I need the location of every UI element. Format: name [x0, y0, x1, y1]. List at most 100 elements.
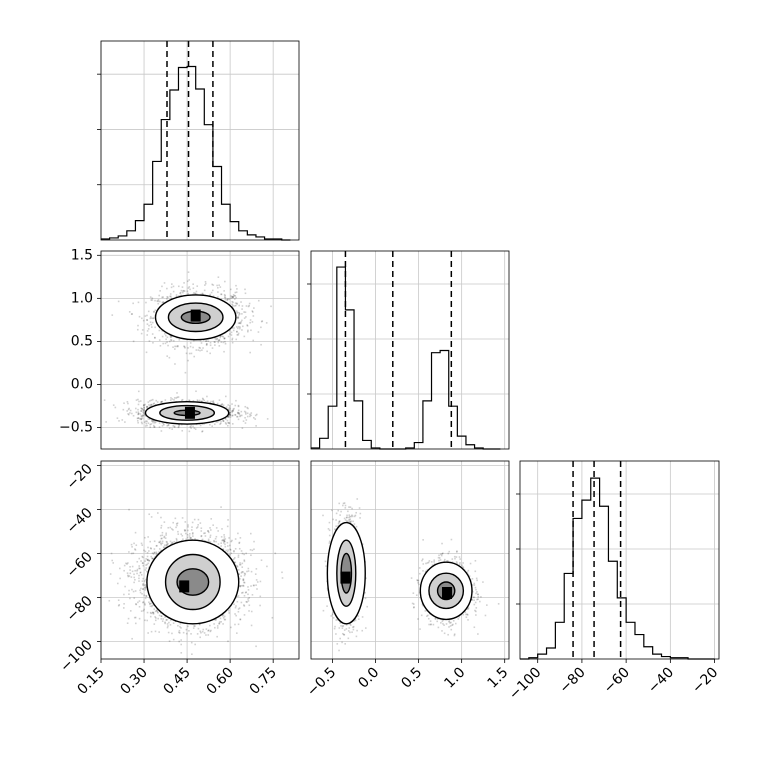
scatter-point [158, 548, 161, 550]
scatter-point [174, 363, 176, 365]
scatter-point [182, 290, 184, 292]
scatter-point [148, 597, 151, 600]
scatter-point [137, 417, 140, 419]
scatter-point [237, 327, 239, 330]
scatter-point [184, 346, 186, 349]
scatter-point [241, 552, 244, 555]
scatter-point [142, 412, 145, 415]
scatter-point [223, 539, 225, 542]
scatter-point [257, 299, 260, 302]
scatter-point [245, 305, 248, 307]
scatter-point [250, 329, 252, 332]
scatter-point [143, 411, 146, 413]
scatter-point [179, 292, 181, 295]
scatter-point [117, 599, 120, 602]
scatter-point [219, 423, 221, 425]
scatter-point [198, 346, 201, 349]
scatter-point [186, 536, 189, 539]
scatter-point [141, 407, 143, 410]
scatter-point [175, 537, 178, 540]
scatter-point [123, 569, 125, 572]
scatter-point [148, 601, 150, 604]
scatter-point [228, 413, 231, 416]
scatter-point [209, 344, 212, 347]
scatter-point [219, 336, 222, 339]
scatter-point [237, 412, 239, 415]
scatter-point [236, 565, 239, 567]
scatter-point [171, 541, 174, 544]
scatter-point [185, 352, 188, 355]
scatter-point [167, 344, 169, 347]
scatter-point [117, 300, 120, 303]
scatter-point [225, 395, 227, 398]
scatter-point [253, 548, 255, 551]
scatter-point [223, 538, 225, 541]
scatter-point [239, 327, 241, 330]
scatter-point [240, 575, 242, 577]
scatter-point [130, 313, 133, 315]
scatter-point [152, 611, 154, 614]
scatter-point [158, 329, 161, 332]
scatter-point [245, 600, 248, 603]
scatter-point [240, 301, 242, 303]
scatter-point [148, 550, 150, 552]
scatter-point [206, 395, 208, 398]
scatter-point [207, 538, 210, 541]
scatter-point [235, 326, 238, 328]
scatter-point [137, 421, 139, 424]
scatter-point [141, 414, 144, 417]
scatter-point [229, 412, 231, 414]
scatter-point [126, 622, 129, 624]
scatter-point [231, 410, 233, 413]
scatter-point [224, 294, 226, 297]
scatter-point [181, 399, 183, 402]
scatter-point [227, 415, 230, 418]
scatter-point [147, 310, 150, 313]
scatter-point [139, 413, 142, 415]
scatter-point [123, 564, 126, 567]
scatter-point [222, 613, 225, 616]
scatter-point [197, 627, 200, 630]
scatter-point [244, 416, 246, 419]
scatter-point [163, 544, 166, 547]
scatter-point [164, 399, 167, 401]
scatter-point [270, 305, 272, 308]
scatter-point [259, 580, 262, 583]
scatter-point [136, 560, 139, 563]
scatter-point [188, 630, 190, 632]
gridlines [311, 251, 509, 449]
scatter-point [151, 420, 153, 422]
scatter-point [200, 631, 202, 634]
scatter-point [255, 568, 258, 570]
scatter-point [232, 329, 235, 332]
scatter-point [177, 396, 180, 398]
scatter-point [266, 418, 269, 420]
scatter-point [169, 624, 172, 626]
scatter-point [156, 300, 159, 302]
scatter-point [132, 590, 135, 593]
scatter-point [170, 335, 173, 337]
scatter-point [142, 409, 144, 411]
scatter-point [130, 576, 133, 578]
panel-0-2 [108, 506, 284, 656]
scatter-point [163, 282, 166, 284]
scatter-point [133, 573, 135, 576]
scatter-point [197, 349, 200, 351]
scatter-point [241, 319, 243, 322]
scatter-point [129, 569, 131, 571]
scatter-point [247, 600, 250, 602]
scatter-point [172, 290, 175, 293]
scatter-point [165, 338, 167, 341]
scatter-point [140, 407, 142, 410]
scatter-point [242, 420, 245, 422]
scatter-point [244, 411, 247, 414]
scatter-point [218, 345, 221, 347]
scatter-point [238, 314, 240, 316]
scatter-point [229, 553, 231, 556]
scatter-point [212, 284, 215, 286]
scatter-point [237, 569, 240, 571]
scatter-point [143, 421, 146, 423]
scatter-point [221, 335, 224, 338]
scatter-point [217, 291, 219, 293]
scatter-point [220, 506, 222, 508]
